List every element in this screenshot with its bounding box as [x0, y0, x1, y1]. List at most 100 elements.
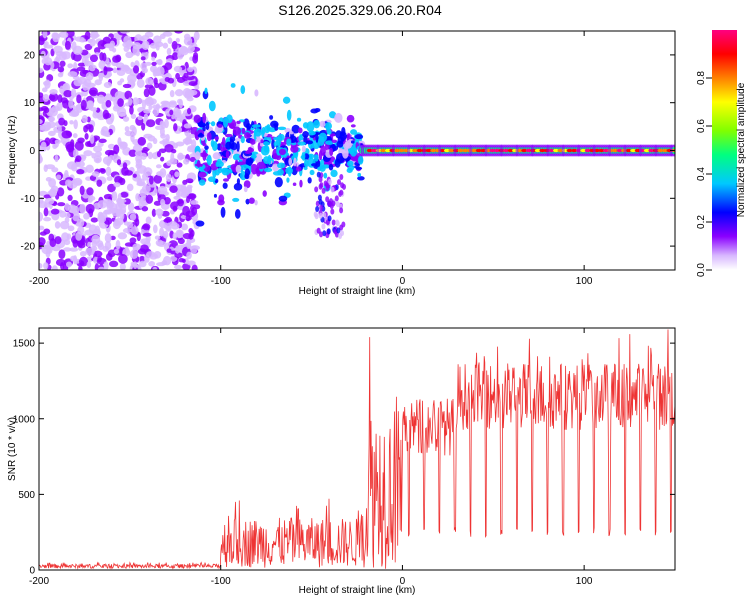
heatmap-cell [160, 198, 166, 206]
heatmap-cell [376, 144, 380, 157]
heatmap-cell [151, 208, 157, 218]
heatmap-cell [625, 148, 632, 153]
heatmap-cell [153, 250, 162, 259]
heatmap-cell [65, 261, 72, 268]
heatmap-cell [183, 140, 193, 145]
snr-series-line [39, 329, 675, 570]
heatmap-cell [260, 142, 264, 147]
heatmap-cell [230, 83, 236, 88]
heatmap-cell [132, 173, 137, 178]
heatmap-cell [325, 140, 334, 145]
heatmap-cell [141, 122, 146, 131]
heatmap-cell [155, 208, 164, 216]
heatmap-cell [189, 245, 198, 254]
heatmap-cell [185, 210, 196, 218]
heatmap-cell [412, 148, 419, 153]
colorbar-tick-label: 0.2 [696, 215, 707, 229]
heatmap-cell [346, 114, 355, 123]
heatmap-cell [314, 108, 321, 113]
heatmap-cell [329, 147, 334, 157]
heatmap-cell [357, 176, 365, 181]
heatmap-cell [530, 144, 534, 157]
heatmap-cell [87, 100, 95, 109]
spectrogram-heatmap [39, 31, 675, 270]
heatmap-cell [250, 154, 257, 159]
heatmap-cell [243, 180, 251, 189]
heatmap-cell [39, 153, 42, 164]
heatmap-cell [173, 195, 181, 200]
heatmap-cell [117, 137, 122, 147]
heatmap-cell [234, 209, 241, 219]
heatmap-cell [119, 262, 126, 270]
heatmap-cell [339, 173, 344, 180]
heatmap-cell [89, 54, 98, 63]
heatmap-cell [217, 167, 223, 174]
heatmap-cell [205, 121, 210, 131]
heatmap-cell [57, 125, 62, 134]
heatmap-cell [113, 182, 121, 188]
heatmap-cell [103, 261, 109, 270]
heatmap-cell [350, 124, 356, 128]
heatmap-cell [220, 167, 229, 173]
heatmap-cell [657, 148, 664, 153]
heatmap-cell [75, 155, 82, 163]
heatmap-cell [138, 260, 147, 268]
heatmap-cell [214, 136, 219, 140]
heatmap-cell [152, 224, 158, 234]
heatmap-cell [39, 225, 45, 231]
heatmap-cell [97, 141, 104, 148]
heatmap-cell [39, 231, 47, 236]
heatmap-cell [525, 148, 532, 153]
heatmap-cell [70, 255, 77, 262]
heatmap-cell [89, 134, 95, 144]
snr-panel: -200 -100 0 100 0 500 1000 1500 Height of stra… [7, 327, 676, 596]
heatmap-cell [155, 239, 164, 247]
heatmap-cell [72, 133, 78, 139]
heatmap-cell [163, 197, 171, 205]
heatmap-cell [69, 247, 79, 252]
heatmap-cell [96, 179, 103, 187]
heatmap-cell [67, 63, 74, 69]
heatmap-cell [122, 116, 130, 122]
heatmap-cell [317, 194, 322, 201]
heatmap-cell [40, 141, 47, 151]
heatmap-cell [299, 179, 303, 188]
heatmap-cell [457, 148, 464, 153]
heatmap-cell [122, 83, 132, 89]
heatmap-cell [346, 167, 353, 174]
heatmap-cell [240, 85, 246, 95]
heatmap-cell [64, 40, 71, 50]
heatmap-cell [263, 125, 271, 134]
heatmap-cell [197, 133, 205, 138]
heatmap-cell [41, 244, 51, 249]
heatmap-cell [314, 213, 319, 220]
heatmap-cell [85, 203, 95, 214]
heatmap-cell [169, 90, 175, 98]
heatmap-cell [117, 98, 124, 107]
heatmap-cell [159, 168, 167, 178]
heatmap-cell [156, 67, 161, 77]
heatmap-cell [317, 136, 325, 146]
heatmap-cell [151, 61, 157, 66]
heatmap-cell [166, 47, 172, 56]
heatmap-cell [93, 250, 103, 258]
heatmap-cell [391, 144, 395, 157]
heatmap-cell [206, 154, 212, 166]
heatmap-cell [175, 37, 180, 43]
heatmap-cell [503, 148, 510, 153]
heatmap-cell [174, 89, 184, 97]
heatmap-cell [616, 148, 623, 153]
heatmap-cell [336, 227, 341, 234]
heatmap-cell [236, 141, 240, 152]
heatmap-cell [357, 172, 362, 178]
heatmap-cell [98, 138, 107, 144]
heatmap-cell [592, 144, 596, 157]
heatmap-cell [98, 72, 104, 79]
heatmap-cell [143, 88, 150, 98]
heatmap-cell [235, 137, 241, 144]
heatmap-cell [206, 132, 212, 142]
heatmap-cell [105, 99, 112, 108]
heatmap-cell [76, 66, 86, 72]
heatmap-cell [73, 119, 78, 130]
heatmap-cell [97, 211, 104, 220]
